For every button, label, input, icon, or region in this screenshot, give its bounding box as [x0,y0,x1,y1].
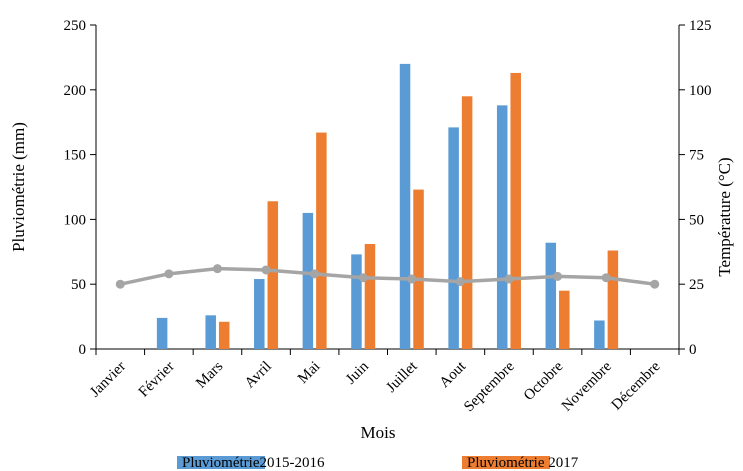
bar-series-2 [364,244,376,349]
y-tick-label: 0 [79,342,87,358]
x-tick-label: Mars [193,358,226,391]
y-tick-label: 50 [71,277,86,293]
x-tick-label: Novembre [559,358,615,414]
bar-series-1 [399,63,411,349]
bar-series-1 [205,315,216,349]
bar-series-1 [351,254,362,349]
temperature-point [358,273,368,283]
temperature-point [504,274,514,284]
temperature-line-path [119,266,655,286]
temperature-point [553,271,563,281]
y2-tick-label: 125 [689,18,712,34]
x-tick-label: Aout [437,358,470,391]
temperature-point [601,273,611,283]
temperature-point [115,279,125,289]
y2-tick-label: 0 [689,342,697,358]
legend-label-series-2: Pluviométrie 2017 [467,455,579,471]
bar-series-1 [302,212,314,349]
y-tick-label: 100 [64,212,87,228]
x-tick-label: Juillet [383,358,421,396]
bar-series-2 [461,96,473,349]
y2-tick-label: 75 [689,148,704,164]
axes [90,24,685,355]
bar-series-1 [448,127,459,349]
bar-series-2 [559,290,570,349]
bar-series-2 [316,132,327,349]
y-tick-label: 200 [64,83,87,99]
temperature-point [455,277,465,287]
x-tick-label: Avril [242,359,275,392]
temperature-point [407,274,417,284]
temperature-point [212,264,222,274]
bar-series-1 [254,279,265,349]
x-tick-label: Octobre [521,358,567,404]
temperature-point [164,269,174,279]
x-axis-title: Mois [361,423,396,442]
legend-swatch-series-2 [462,456,550,469]
y2-tick-label: 25 [689,277,704,293]
bar-series-1 [545,242,557,349]
y2-tick-label: 50 [689,212,704,228]
bar-series-1 [594,320,605,349]
x-tick-label: Juin [343,358,372,387]
temperature-point [261,265,271,275]
temperature-point [310,269,320,279]
legend-swatch-series-1 [177,456,265,469]
legend: Pluviométrie2015-2016 Pluviométrie 2017 [177,455,579,471]
bar-series-1 [156,317,168,349]
x-tick-label: Février [136,359,178,401]
y-axis-title: Pluviométrie (mm) [9,122,28,252]
x-tick-label: Septembre [461,358,518,415]
bar-series-2 [607,250,619,349]
bar-series-2 [267,201,279,349]
bar-series-2 [218,321,230,349]
y2-axis-title: Température (°C) [715,157,734,276]
y-tick-label: 150 [64,148,87,164]
x-tick-label: Décembre [609,358,664,413]
bar-series-2 [413,189,424,349]
y-tick-label: 250 [64,18,87,34]
bar-series-1 [496,105,508,350]
bar-series-2 [510,72,521,350]
x-tick-label: Janvier [87,359,129,401]
temperature-point [650,279,660,289]
bars [156,63,619,350]
tick-labels: 0 50 100 150 200 250 0 25 50 75 100 125 Janvier Févri… [64,18,712,415]
y2-tick-label: 100 [689,83,712,99]
x-tick-label: Mai [295,359,323,387]
legend-label-series-1: Pluviométrie2015-2016 [182,455,325,471]
temperature-line [115,264,660,289]
